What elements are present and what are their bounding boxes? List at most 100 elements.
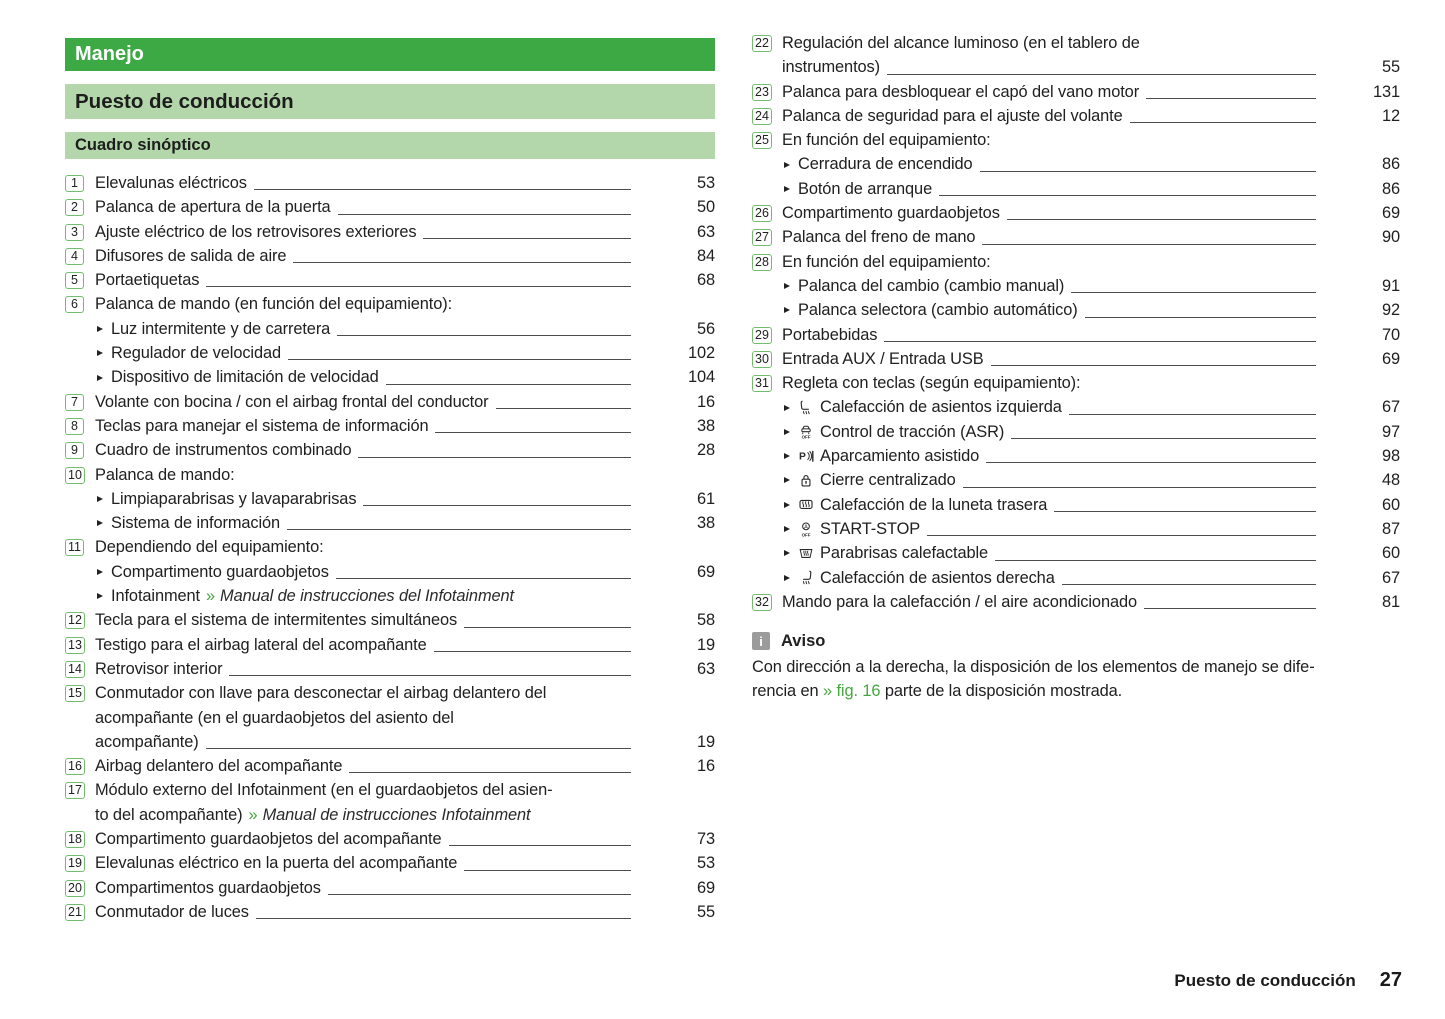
toc-item-31[interactable]: 31 Regleta con teclas (según equipamiento… xyxy=(752,371,1400,590)
toc-item-13[interactable]: 13 Testigo para el airbag lateral del aco… xyxy=(65,633,715,657)
item-body: Compartimentos guardaobjetos 69 xyxy=(95,876,715,900)
item-subline: Luz intermitente y de carretera 56 xyxy=(95,317,715,341)
page-ref: 58 xyxy=(696,611,715,630)
toc-item-2[interactable]: 2 Palanca de apertura de la puerta 50 xyxy=(65,195,715,219)
toc-item-1[interactable]: 1 Elevalunas eléctricos 53 xyxy=(65,171,715,195)
toc-item-27[interactable]: 27 Palanca del freno de mano 90 xyxy=(752,225,1400,249)
leader-line xyxy=(222,657,631,681)
toc-item-3[interactable]: 3 Ajuste eléctrico de los retrovisores ex… xyxy=(65,220,715,244)
page-ref: 69 xyxy=(696,562,715,581)
toc-item-14[interactable]: 14 Retrovisor interior 63 xyxy=(65,657,715,681)
item-label: Entrada AUX / Entrada USB xyxy=(782,349,984,368)
bullet-triangle-icon xyxy=(784,477,798,483)
toc-item-16[interactable]: 16 Airbag delantero del acompañante 16 xyxy=(65,754,715,778)
subitem-label: Dispositivo de limitación de velocidad xyxy=(111,368,379,387)
item-line: Dependiendo del equipamiento: xyxy=(95,535,715,559)
item-number-badge: 31 xyxy=(752,375,772,393)
toc-item-7[interactable]: 7 Volante con bocina / con el airbag fron… xyxy=(65,390,715,414)
item-body: Regleta con teclas (según equipamiento):… xyxy=(782,371,1400,590)
item-line: Elevalunas eléctricos 53 xyxy=(95,171,715,195)
toc-item-30[interactable]: 30 Entrada AUX / Entrada USB 69 xyxy=(752,347,1400,371)
cross-ref-text[interactable]: Manual de instrucciones del Infotainment xyxy=(220,587,514,606)
page-ref: 55 xyxy=(1381,58,1400,77)
toc-item-12[interactable]: 12 Tecla para el sistema de intermitentes… xyxy=(65,608,715,632)
leader-line xyxy=(442,827,632,851)
item-label: Compartimento guardaobjetos del acompaña… xyxy=(95,830,442,849)
leader-line xyxy=(1078,298,1317,322)
item-line: Elevalunas eléctrico en la puerta del ac… xyxy=(95,851,715,875)
note-text-line-2: rencia en » fig. 16 parte de la disposic… xyxy=(752,679,1400,703)
item-label: acompañante (en el guardaobjetos del asi… xyxy=(95,708,454,727)
toc-item-15[interactable]: 15 Conmutador con llave para desconectar … xyxy=(65,681,715,754)
leader-line xyxy=(281,341,631,365)
page-ref: 73 xyxy=(696,830,715,849)
leader-line xyxy=(932,177,1316,201)
item-body: Palanca de mando: Limpiaparabrisas y lava… xyxy=(95,463,715,536)
item-label: Volante con bocina / con el airbag front… xyxy=(95,392,489,411)
page-ref: 67 xyxy=(1381,398,1400,417)
item-label: Palanca de mando (en función del equipam… xyxy=(95,295,453,314)
item-body: Teclas para manejar el sistema de inform… xyxy=(95,414,715,438)
page-ref: 55 xyxy=(696,902,715,921)
bullet-triangle-icon xyxy=(784,550,798,556)
item-number-badge: 24 xyxy=(752,107,772,125)
item-label: Conmutador con llave para desconectar el… xyxy=(95,684,547,703)
page-ref: 16 xyxy=(696,757,715,776)
toc-item-32[interactable]: 32 Mando para la calefacción / el aire ac… xyxy=(752,590,1400,614)
toc-item-21[interactable]: 21 Conmutador de luces 55 xyxy=(65,900,715,924)
toc-item-6[interactable]: 6 Palanca de mando (en función del equipa… xyxy=(65,292,715,389)
item-number-badge: 29 xyxy=(752,326,772,344)
item-line: Volante con bocina / con el airbag front… xyxy=(95,390,715,414)
toc-item-9[interactable]: 9 Cuadro de instrumentos combinado 28 xyxy=(65,438,715,462)
item-number-slot: 16 xyxy=(65,754,95,776)
page-ref: 63 xyxy=(696,222,715,241)
item-line: Conmutador con llave para desconectar el… xyxy=(95,681,715,705)
toc-item-19[interactable]: 19 Elevalunas eléctrico en la puerta del … xyxy=(65,851,715,875)
item-number-slot: 6 xyxy=(65,292,95,314)
toc-item-25[interactable]: 25 En función del equipamiento: Cerradura … xyxy=(752,128,1400,201)
item-line: Difusores de salida de aire 84 xyxy=(95,244,715,268)
subitem-label: Calefacción de asientos derecha xyxy=(820,568,1055,587)
toc-item-8[interactable]: 8 Teclas para manejar el sistema de infor… xyxy=(65,414,715,438)
item-body: Compartimento guardaobjetos del acompaña… xyxy=(95,827,715,851)
toc-item-29[interactable]: 29 Portabebidas 70 xyxy=(752,323,1400,347)
page-ref: 48 xyxy=(1381,471,1400,490)
subitem-label: Compartimento guardaobjetos xyxy=(111,562,329,581)
toc-item-26[interactable]: 26 Compartimento guardaobjetos 69 xyxy=(752,201,1400,225)
item-number-badge: 20 xyxy=(65,879,85,897)
leader-line xyxy=(331,195,632,219)
item-label: Cuadro de instrumentos combinado xyxy=(95,441,352,460)
toc-item-23[interactable]: 23 Palanca para desbloquear el capó del v… xyxy=(752,80,1400,104)
item-body: Entrada AUX / Entrada USB 69 xyxy=(782,347,1400,371)
toc-item-18[interactable]: 18 Compartimento guardaobjetos del acompa… xyxy=(65,827,715,851)
page-ref: 68 xyxy=(696,271,715,290)
toc-item-5[interactable]: 5 Portaetiquetas 68 xyxy=(65,268,715,292)
item-number-slot: 21 xyxy=(65,900,95,921)
fig-16-link[interactable]: » fig. 16 xyxy=(822,682,881,701)
item-number-slot: 7 xyxy=(65,390,95,411)
item-label: Portabebidas xyxy=(782,325,878,344)
item-line: Compartimento guardaobjetos del acompaña… xyxy=(95,827,715,851)
cross-ref-text[interactable]: Manual de instrucciones Infotainment xyxy=(262,805,531,824)
item-body: Palanca de mando (en función del equipam… xyxy=(95,292,715,389)
leader-line xyxy=(1055,566,1317,590)
item-line: Teclas para manejar el sistema de inform… xyxy=(95,414,715,438)
item-body: Elevalunas eléctrico en la puerta del ac… xyxy=(95,851,715,875)
page-ref: 131 xyxy=(1372,82,1400,101)
svg-text:P: P xyxy=(799,451,806,462)
page-ref: 50 xyxy=(696,198,715,217)
toc-item-17[interactable]: 17 Módulo externo del Infotainment (en el… xyxy=(65,778,715,827)
toc-item-22[interactable]: 22 Regulación del alcance luminoso (en el… xyxy=(752,31,1400,80)
item-number-slot: 32 xyxy=(752,590,782,611)
toc-item-24[interactable]: 24 Palanca de seguridad para el ajuste de… xyxy=(752,104,1400,128)
item-number-badge: 3 xyxy=(65,223,84,241)
item-body: Retrovisor interior 63 xyxy=(95,657,715,681)
toc-item-11[interactable]: 11 Dependiendo del equipamiento: Compartim… xyxy=(65,535,715,608)
item-subline: A OFF START-STOP 87 xyxy=(782,517,1400,541)
subitem-label: Palanca del cambio (cambio manual) xyxy=(798,276,1065,295)
cross-ref-chevron: » xyxy=(248,805,258,824)
toc-item-20[interactable]: 20 Compartimentos guardaobjetos 69 xyxy=(65,876,715,900)
toc-item-28[interactable]: 28 En función del equipamiento: Palanca de… xyxy=(752,250,1400,323)
toc-item-4[interactable]: 4 Difusores de salida de aire 84 xyxy=(65,244,715,268)
toc-item-10[interactable]: 10 Palanca de mando: Limpiaparabrisas y la… xyxy=(65,463,715,536)
